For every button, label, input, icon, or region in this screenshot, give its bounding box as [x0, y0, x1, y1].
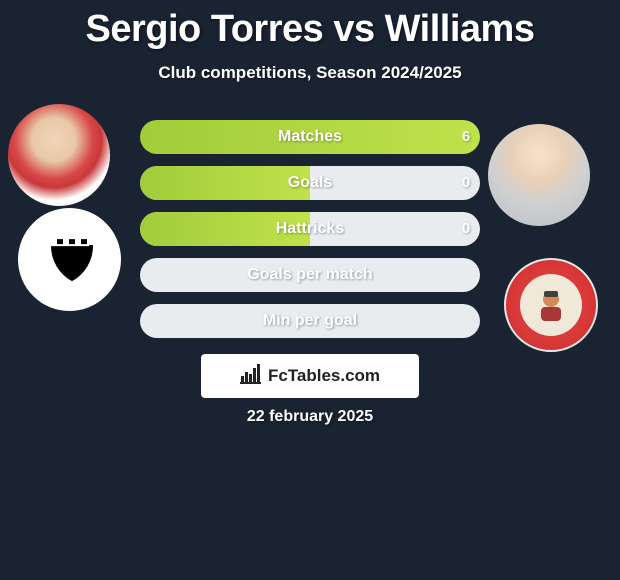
stat-right-value: 0	[446, 166, 480, 200]
stat-label: Hattricks	[140, 212, 480, 246]
stat-row: Matches 6	[140, 120, 480, 154]
brand-text: FcTables.com	[268, 366, 380, 386]
club-right-badge	[504, 258, 598, 352]
footer-date: 22 february 2025	[0, 408, 620, 426]
page-title: Sergio Torres vs Williams	[0, 0, 620, 51]
stat-label: Goals per match	[140, 258, 480, 292]
stat-row: Hattricks 0	[140, 212, 480, 246]
portrait-icon	[531, 285, 571, 325]
stat-right-value: 0	[446, 212, 480, 246]
stat-label: Matches	[140, 120, 480, 154]
tower-icon	[39, 223, 101, 290]
player-left-avatar	[8, 104, 110, 206]
stat-row: Goals 0	[140, 166, 480, 200]
stat-row: Goals per match	[140, 258, 480, 292]
club-left-badge	[18, 208, 121, 311]
player-right-avatar	[488, 124, 590, 226]
comparison-card: Sergio Torres vs Williams Club competiti…	[0, 0, 620, 580]
stat-label: Min per goal	[140, 304, 480, 338]
stat-right-value	[446, 304, 480, 338]
stat-right-value	[446, 258, 480, 292]
stats-table: Matches 6 Goals 0 Hattricks 0 Goals per …	[140, 120, 480, 350]
bar-chart-icon	[240, 364, 262, 389]
brand-pill: FcTables.com	[201, 354, 419, 398]
stat-label: Goals	[140, 166, 480, 200]
page-subtitle: Club competitions, Season 2024/2025	[0, 51, 620, 83]
stat-row: Min per goal	[140, 304, 480, 338]
club-right-inner	[520, 274, 582, 336]
stat-right-value: 6	[446, 120, 480, 154]
